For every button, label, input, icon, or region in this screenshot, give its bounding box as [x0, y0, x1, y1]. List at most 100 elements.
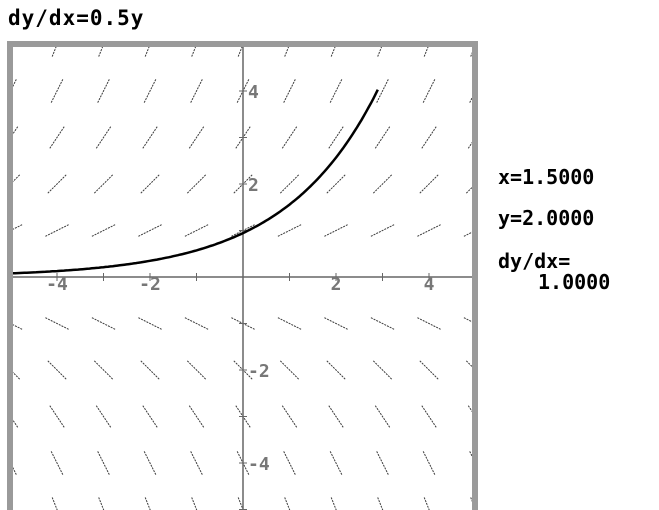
slope-segment — [284, 497, 291, 510]
slope-segment — [91, 224, 116, 237]
slope-segment — [50, 451, 64, 475]
slope-segment — [45, 317, 69, 330]
slope-segment — [98, 497, 105, 510]
slope-segment — [13, 371, 21, 380]
slope-segment — [144, 497, 151, 510]
slope-segment — [328, 405, 344, 428]
slope-segment — [330, 497, 337, 510]
slope-segment — [279, 174, 300, 194]
y-tick-label: 2 — [248, 175, 259, 196]
slope-segment — [277, 224, 302, 237]
slope-segment — [184, 317, 209, 330]
slope-segment — [191, 47, 197, 57]
slope-segment — [277, 317, 302, 330]
slope-segment — [370, 317, 395, 330]
y-tick-label: 4 — [248, 82, 259, 103]
slope-segment — [374, 405, 391, 428]
slope-segment — [13, 466, 17, 475]
solution-curve — [13, 89, 379, 275]
tick-labels: -4 -2 2 4 4 2 -2 -4 — [46, 82, 434, 475]
y-tick-label: -2 — [248, 361, 270, 382]
slope-segment — [13, 126, 19, 135]
slope-segment — [330, 47, 336, 57]
slope-segment — [281, 126, 298, 149]
slope-segment — [470, 51, 472, 57]
slope-readout-value: 1.0000 — [538, 270, 611, 294]
slope-segment — [13, 224, 23, 230]
slope-segment — [138, 317, 162, 330]
slope-segment — [279, 360, 300, 380]
slope-segment — [376, 451, 389, 475]
slope-segment — [237, 47, 243, 57]
slope-segment — [95, 126, 112, 149]
slope-segment — [329, 451, 343, 475]
slope-segment — [423, 497, 430, 510]
slope-segment — [377, 497, 384, 510]
slope-segment — [283, 451, 296, 475]
slope-segment — [142, 405, 158, 428]
x-tick-label: 2 — [331, 274, 342, 295]
slope-segment — [324, 224, 348, 237]
slope-segment — [140, 174, 160, 194]
slope-segment — [370, 224, 395, 237]
slope-segment — [423, 47, 429, 57]
slope-field-graph[interactable]: -4 -2 2 4 4 2 -2 -4 — [13, 47, 472, 510]
slope-segment — [421, 126, 437, 149]
slope-segment — [186, 174, 207, 194]
slope-segment — [465, 360, 472, 368]
slope-readout-label: dy/dx= — [498, 249, 571, 273]
slope-segment — [143, 79, 157, 103]
slope-segment — [188, 405, 205, 428]
slope-segment — [51, 497, 58, 510]
slope-segment — [465, 186, 472, 194]
slope-segment — [376, 79, 389, 103]
slope-segment — [374, 126, 391, 149]
slope-segment — [419, 360, 439, 380]
slope-segment — [93, 174, 114, 194]
slope-segment — [467, 405, 472, 413]
x-tick-label: -4 — [46, 274, 68, 295]
slope-segment — [143, 451, 157, 475]
slope-segment — [97, 79, 110, 103]
slope-segment — [91, 317, 116, 330]
slope-segment — [419, 174, 439, 194]
slope-segment — [142, 126, 158, 149]
slope-segment — [326, 174, 346, 194]
slope-segment — [190, 451, 203, 475]
slope-segment — [326, 360, 346, 380]
slope-segment — [469, 96, 472, 103]
slope-segment — [283, 79, 296, 103]
slope-segment — [186, 360, 207, 380]
equation-title: dy/dx=0.5y — [8, 6, 145, 30]
x-readout: x=1.5000 — [498, 165, 595, 189]
slope-segment — [422, 79, 436, 103]
slope-segment — [13, 79, 17, 88]
slope-segment — [95, 405, 112, 428]
slope-segment — [188, 126, 205, 149]
slope-segment — [13, 419, 19, 428]
slope-segment — [470, 497, 472, 503]
slope-segment — [47, 174, 67, 194]
slope-segment — [467, 141, 472, 149]
axes — [13, 47, 472, 510]
slope-segment — [329, 79, 343, 103]
slope-segment — [93, 360, 114, 380]
slope-segment — [421, 405, 437, 428]
slope-segment — [469, 451, 472, 458]
slope-segment — [372, 360, 393, 380]
slope-segment — [13, 47, 15, 57]
slope-segment — [191, 497, 198, 510]
slope-segment — [463, 231, 472, 237]
slope-segment — [372, 174, 393, 194]
slope-segment — [190, 79, 203, 103]
slope-segment — [50, 79, 64, 103]
y-readout: y=2.0000 — [498, 206, 595, 230]
slope-segment — [97, 451, 110, 475]
slope-segment — [13, 497, 15, 510]
slope-segment — [13, 324, 23, 330]
y-tick-label: -4 — [248, 454, 270, 475]
slope-segment — [49, 405, 65, 428]
slope-segment — [417, 317, 441, 330]
slope-segment — [377, 47, 383, 57]
slope-segment — [47, 360, 67, 380]
